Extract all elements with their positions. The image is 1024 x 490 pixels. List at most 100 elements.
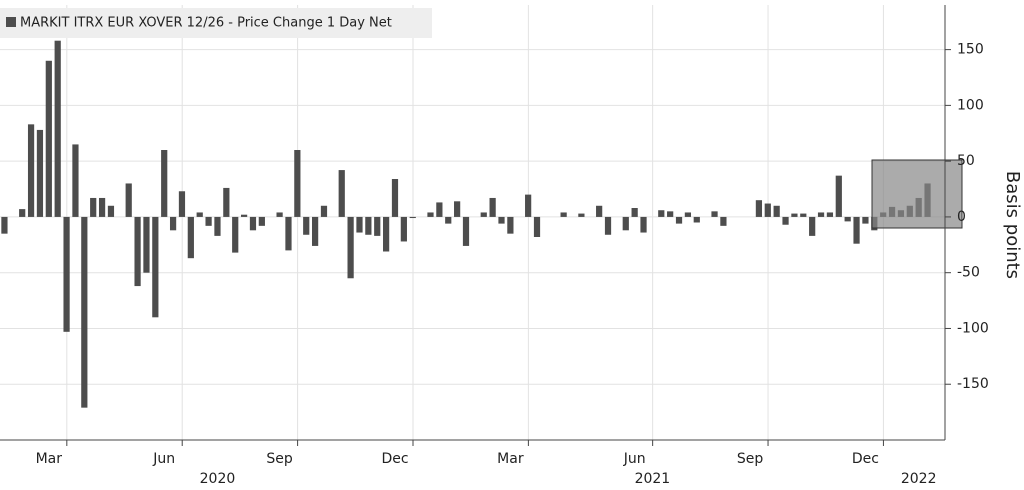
- bar: [755, 200, 763, 217]
- bar: [507, 216, 514, 234]
- y-tick-label: 150: [957, 42, 984, 58]
- bar: [862, 216, 869, 224]
- bar: [498, 216, 505, 224]
- bar: [161, 150, 168, 217]
- bar: [320, 205, 328, 217]
- bar: [45, 60, 52, 217]
- bar: [285, 216, 292, 251]
- bar: [63, 216, 70, 332]
- x-year-label: 2020: [200, 471, 236, 487]
- bar: [427, 212, 434, 217]
- bar: [400, 216, 407, 242]
- bar: [835, 175, 842, 217]
- y-tick-label: -50: [957, 265, 980, 281]
- x-tick-label: Jun: [623, 451, 646, 467]
- bar: [604, 216, 612, 235]
- bar: [54, 40, 61, 217]
- bar: [249, 216, 257, 231]
- x-tick-label: Sep: [266, 451, 293, 467]
- bar: [560, 212, 567, 217]
- bar: [809, 216, 816, 236]
- x-year-label: 2021: [635, 471, 671, 487]
- bar: [383, 216, 390, 252]
- bar: [445, 216, 452, 224]
- bar: [764, 203, 771, 217]
- bar: [658, 210, 665, 217]
- bar: [844, 216, 851, 222]
- y-tick-label: 100: [957, 97, 984, 113]
- bar: [205, 216, 212, 226]
- bar: [533, 216, 541, 237]
- bar: [409, 216, 416, 219]
- bar: [98, 197, 106, 217]
- bar: [782, 216, 789, 225]
- bar: [36, 129, 44, 217]
- bar: [391, 179, 399, 217]
- bar: [462, 216, 470, 246]
- bar: [436, 202, 443, 217]
- x-tick-label: Dec: [852, 451, 879, 467]
- bar: [294, 150, 301, 217]
- bar: [773, 205, 780, 217]
- bar: [800, 213, 807, 217]
- bar: [81, 216, 88, 408]
- bar: [711, 211, 718, 217]
- bar: [826, 212, 834, 217]
- bar: [356, 216, 363, 233]
- bar: [454, 201, 461, 217]
- bar: [631, 208, 638, 217]
- bar: [72, 144, 79, 217]
- bar: [347, 216, 354, 279]
- bar: [853, 216, 860, 244]
- bar: [134, 216, 141, 287]
- bar: [374, 216, 381, 236]
- bar: [196, 212, 203, 217]
- x-tick-label: Mar: [497, 451, 524, 467]
- bar: [720, 216, 727, 226]
- bar: [622, 216, 629, 231]
- legend: [0, 8, 432, 38]
- y-tick-label: -150: [957, 376, 989, 392]
- bar: [143, 216, 150, 273]
- bar: [640, 216, 647, 233]
- bar: [684, 212, 692, 217]
- bar: [338, 170, 345, 217]
- x-tick-label: Mar: [36, 451, 63, 467]
- bar: [223, 187, 230, 217]
- legend-swatch: [6, 17, 16, 27]
- bar: [276, 212, 283, 217]
- x-year-label: 2022: [901, 471, 937, 487]
- bar: [232, 216, 239, 253]
- bar: [365, 216, 372, 235]
- bar: [1, 216, 8, 234]
- bar: [693, 216, 700, 223]
- bar: [311, 216, 319, 246]
- bar: [152, 216, 159, 318]
- bar: [169, 216, 177, 231]
- bar: [596, 205, 603, 217]
- bar: [214, 216, 221, 236]
- bar: [187, 216, 194, 259]
- bar: [240, 214, 248, 217]
- bar: [525, 194, 532, 217]
- bar: [107, 205, 115, 217]
- chart-title: MARKIT ITRX EUR XOVER 12/26 - Price Chan…: [20, 16, 392, 31]
- x-tick-label: Dec: [381, 451, 408, 467]
- bar: [480, 212, 487, 217]
- bar: [675, 216, 683, 224]
- bar: [27, 124, 35, 217]
- y-axis-label: Basis points: [1002, 171, 1023, 279]
- bar: [667, 211, 674, 217]
- bar: [791, 213, 798, 217]
- y-tick-label: 50: [957, 153, 975, 169]
- bar: [578, 213, 585, 217]
- bar: [90, 197, 97, 217]
- bar: [19, 209, 26, 217]
- y-tick-label: -100: [957, 320, 989, 336]
- highlight-box: [871, 159, 963, 229]
- bar: [258, 216, 265, 226]
- bar: [303, 216, 310, 235]
- bar: [489, 197, 496, 217]
